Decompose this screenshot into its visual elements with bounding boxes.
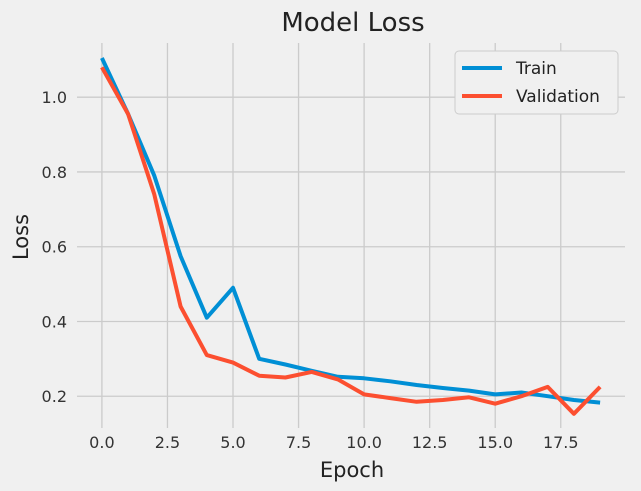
x-axis-label: Epoch [320,458,384,482]
x-tick-labels: 0.0 2.5 5.0 7.5 10.0 12.5 15.0 17.5 [89,433,578,452]
y-tick-label: 0.8 [42,163,67,182]
y-tick-label: 0.6 [42,238,67,257]
series-line-train [100,57,601,405]
x-tick-label: 10.0 [346,433,382,452]
series-line-validation [100,66,602,416]
x-tick-label: 5.0 [220,433,245,452]
x-tick-label: 12.5 [412,433,448,452]
y-axis-label: Loss [9,214,33,260]
x-tick-label: 0.0 [89,433,114,452]
y-tick-label: 0.4 [42,312,67,331]
x-tick-label: 17.5 [543,433,579,452]
legend-label-validation: Validation [516,87,600,107]
y-tick-label: 1.0 [42,88,67,107]
chart-title: Model Loss [281,8,424,38]
y-tick-label: 0.2 [42,387,67,406]
x-tick-label: 7.5 [286,433,311,452]
series-lines [100,57,602,416]
x-tick-label: 2.5 [155,433,180,452]
x-tick-label: 15.0 [477,433,513,452]
legend: Train Validation [454,50,619,115]
legend-label-train: Train [515,59,557,79]
y-tick-labels: 0.2 0.4 0.6 0.8 1.0 [42,88,67,406]
